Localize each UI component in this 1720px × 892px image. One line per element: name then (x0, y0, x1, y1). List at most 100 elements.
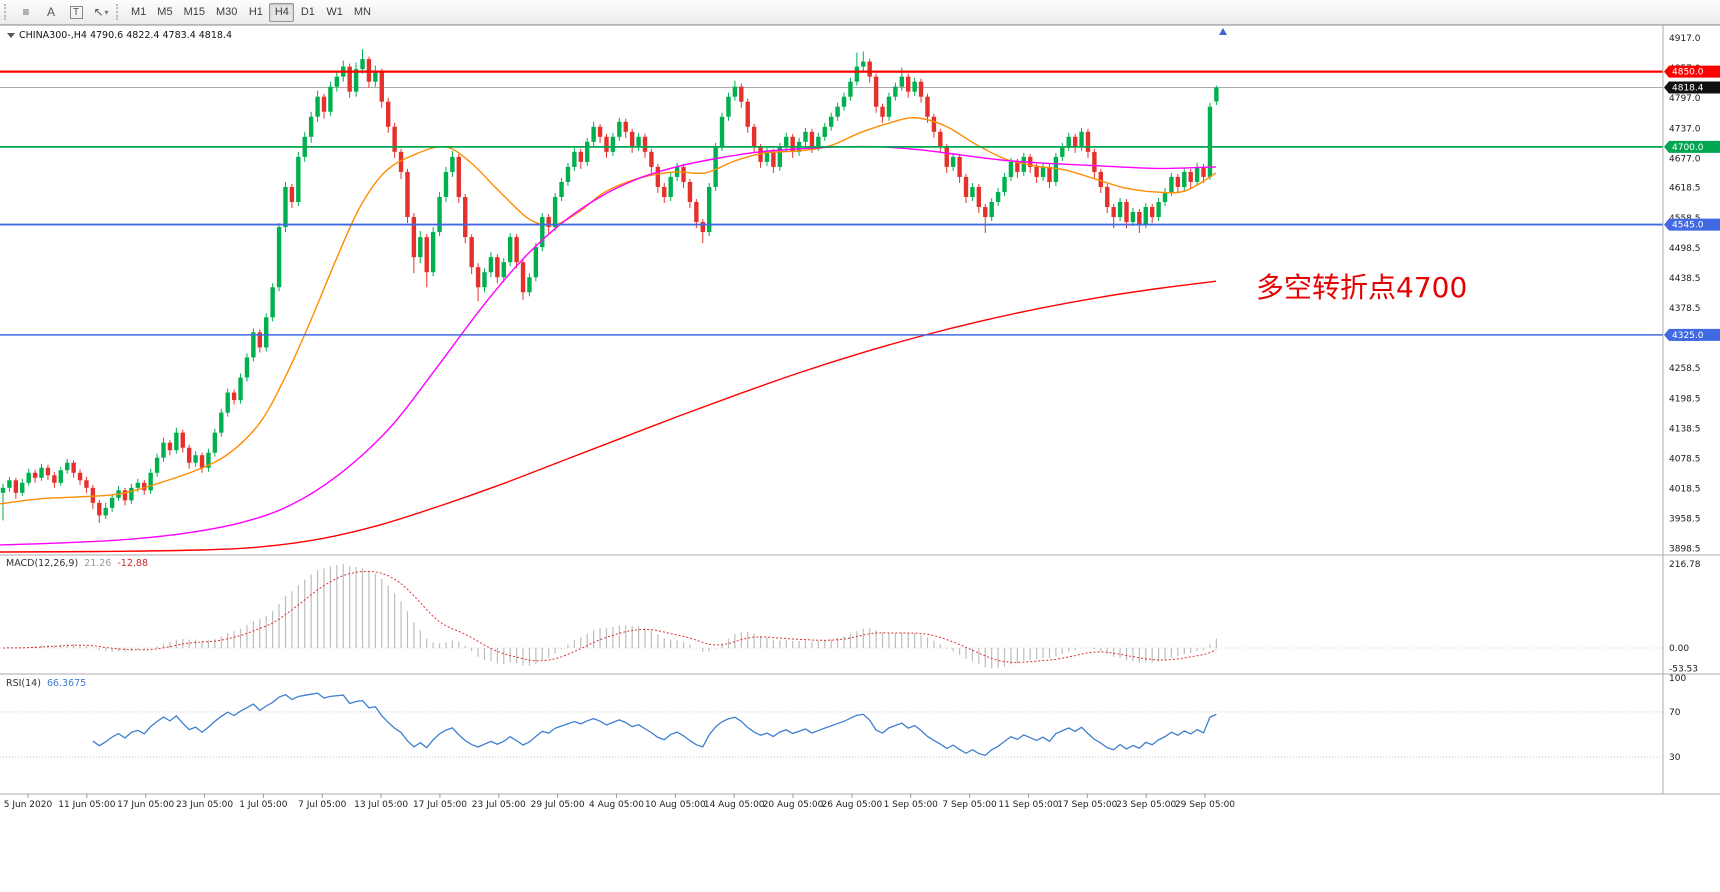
timeframe-m1-button[interactable]: M1 (126, 3, 151, 22)
candle-up (193, 455, 198, 463)
time-axis-label: 17 Jul 05:00 (413, 800, 467, 810)
annotation-text[interactable]: 多空转折点4700 (1256, 271, 1467, 304)
time-axis-label: 5 Jun 2020 (4, 800, 53, 810)
price-tag-4325.0[interactable]: 4325.0 (1664, 328, 1720, 341)
price-axis-label: 4498.5 (1669, 244, 1701, 254)
macd-axis-label: 216.78 (1669, 560, 1701, 570)
time-axis-label: 11 Sep 05:00 (998, 800, 1058, 810)
candle-down (642, 136, 648, 152)
candle-up (726, 96, 731, 117)
current-price-tag[interactable]: 4818.4 (1664, 81, 1720, 94)
candle-up (26, 472, 31, 483)
candle-up (803, 131, 808, 142)
cursor-tool-icon[interactable]: ↖ ▾ (89, 2, 113, 22)
toolbar-grip-2[interactable] (116, 4, 121, 20)
macd-panel: MACD(12,26,9) 21.26 -12.88 (0, 558, 1663, 669)
macd-signal-line (2, 570, 1217, 663)
candle-up (161, 442, 166, 458)
candle-down (411, 217, 417, 258)
candle-down (687, 181, 693, 203)
timeframe-h4-button[interactable]: H4 (269, 2, 295, 22)
candle-up (822, 126, 827, 137)
candle-down (180, 432, 185, 448)
candle-up (238, 377, 243, 401)
time-axis-label: 17 Sep 05:00 (1057, 800, 1117, 810)
candle-down (1047, 166, 1052, 182)
collapse-arrow-icon[interactable] (7, 33, 15, 38)
price-axis[interactable]: 4917.04857.04797.04737.04677.04618.54558… (1664, 34, 1720, 763)
timeframe-h1-button[interactable]: H1 (243, 3, 268, 22)
candle-up (65, 462, 70, 471)
candle-down (1149, 207, 1155, 218)
candle-up (886, 96, 892, 117)
candle-up (777, 146, 783, 167)
candle-down (289, 186, 295, 203)
timeframe-w1-button[interactable]: W1 (321, 3, 348, 22)
timeframe-mn-button[interactable]: MN (349, 3, 376, 22)
chevron-down-icon: ▾ (104, 7, 109, 17)
timeframe-m5-button[interactable]: M5 (152, 3, 177, 22)
price-tag-4850.0[interactable]: 4850.0 (1664, 65, 1720, 78)
scroll-marker-icon[interactable] (1219, 28, 1227, 35)
candle-down (649, 151, 654, 167)
timeframe-m15-button[interactable]: M15 (179, 3, 210, 22)
macd-label: MACD(12,26,9) 21.26 -12.88 (6, 558, 148, 569)
price-tag-4545.0[interactable]: 4545.0 (1664, 218, 1720, 231)
candle-up (1194, 166, 1200, 182)
candle-up (373, 71, 378, 82)
candle-up (835, 106, 840, 117)
time-axis-label: 26 Aug 05:00 (822, 800, 883, 810)
candle-down (976, 186, 982, 208)
candle-up (103, 507, 108, 516)
current-price-tag-text: 4818.4 (1672, 83, 1704, 93)
candle-up (636, 136, 641, 147)
candle-down (321, 96, 327, 112)
candle-up (828, 116, 834, 127)
price-tag-4325.0-bg (1664, 328, 1720, 341)
cursor-glyph: ↖ (93, 5, 104, 19)
text-label-icon[interactable]: A (39, 2, 63, 22)
macd-axis-label: 0.00 (1669, 644, 1689, 654)
timeframe-m30-button[interactable]: M30 (211, 3, 242, 22)
candle-down (122, 490, 128, 501)
candle-down (392, 126, 397, 152)
candle-down (405, 171, 410, 218)
candle-down (1111, 207, 1116, 218)
time-axis[interactable]: 5 Jun 2020 11 Jun 05:00 17 Jun 05:00 23 Jun… (4, 794, 1236, 810)
candle-down (739, 86, 744, 102)
candle-down (456, 156, 462, 197)
time-axis-label: 11 Jun 05:00 (58, 800, 115, 810)
candle-up (1156, 202, 1161, 218)
price-axis-label: 4737.0 (1669, 124, 1701, 134)
candle-up (591, 126, 596, 142)
candle-up (854, 66, 860, 82)
indicator-list-icon[interactable]: ≡ (14, 2, 38, 22)
candle-up (1079, 131, 1084, 147)
candle-up (360, 59, 365, 70)
text-box-icon[interactable]: T (64, 2, 88, 22)
chart-area[interactable]: 多空转折点4700 CHINA300-,H4 4790.6 4822.4 4783… (0, 25, 1720, 892)
price-axis-label: 4618.5 (1669, 184, 1701, 194)
candle-up (1002, 176, 1007, 192)
timeframe-d1-button[interactable]: D1 (295, 3, 320, 22)
price-tag-4850.0-text: 4850.0 (1672, 68, 1704, 78)
candle-down (604, 136, 609, 152)
candle-up (970, 186, 975, 197)
current-price-tag-bg (1664, 81, 1720, 94)
candle-up (315, 96, 320, 117)
time-axis-label: 13 Jul 05:00 (354, 800, 408, 810)
candle-up (154, 457, 160, 473)
price-tag-4700.0[interactable]: 4700.0 (1664, 140, 1720, 153)
time-axis-label: 29 Jul 05:00 (531, 800, 585, 810)
candle-up (1169, 176, 1174, 192)
candle-down (1085, 131, 1091, 152)
macd-histogram (8, 564, 1217, 669)
candle-up (1117, 202, 1123, 218)
toolbar: ≡ A T ↖ ▾ M1 M5 M15 M30 H1 H4 D1 W1 MN (0, 0, 1720, 25)
candle-down (84, 480, 89, 488)
price-tag-4545.0-bg (1664, 218, 1720, 231)
candle-up (7, 480, 12, 488)
candle-up (893, 86, 898, 97)
candle-up (899, 76, 904, 87)
toolbar-grip[interactable] (4, 4, 9, 20)
